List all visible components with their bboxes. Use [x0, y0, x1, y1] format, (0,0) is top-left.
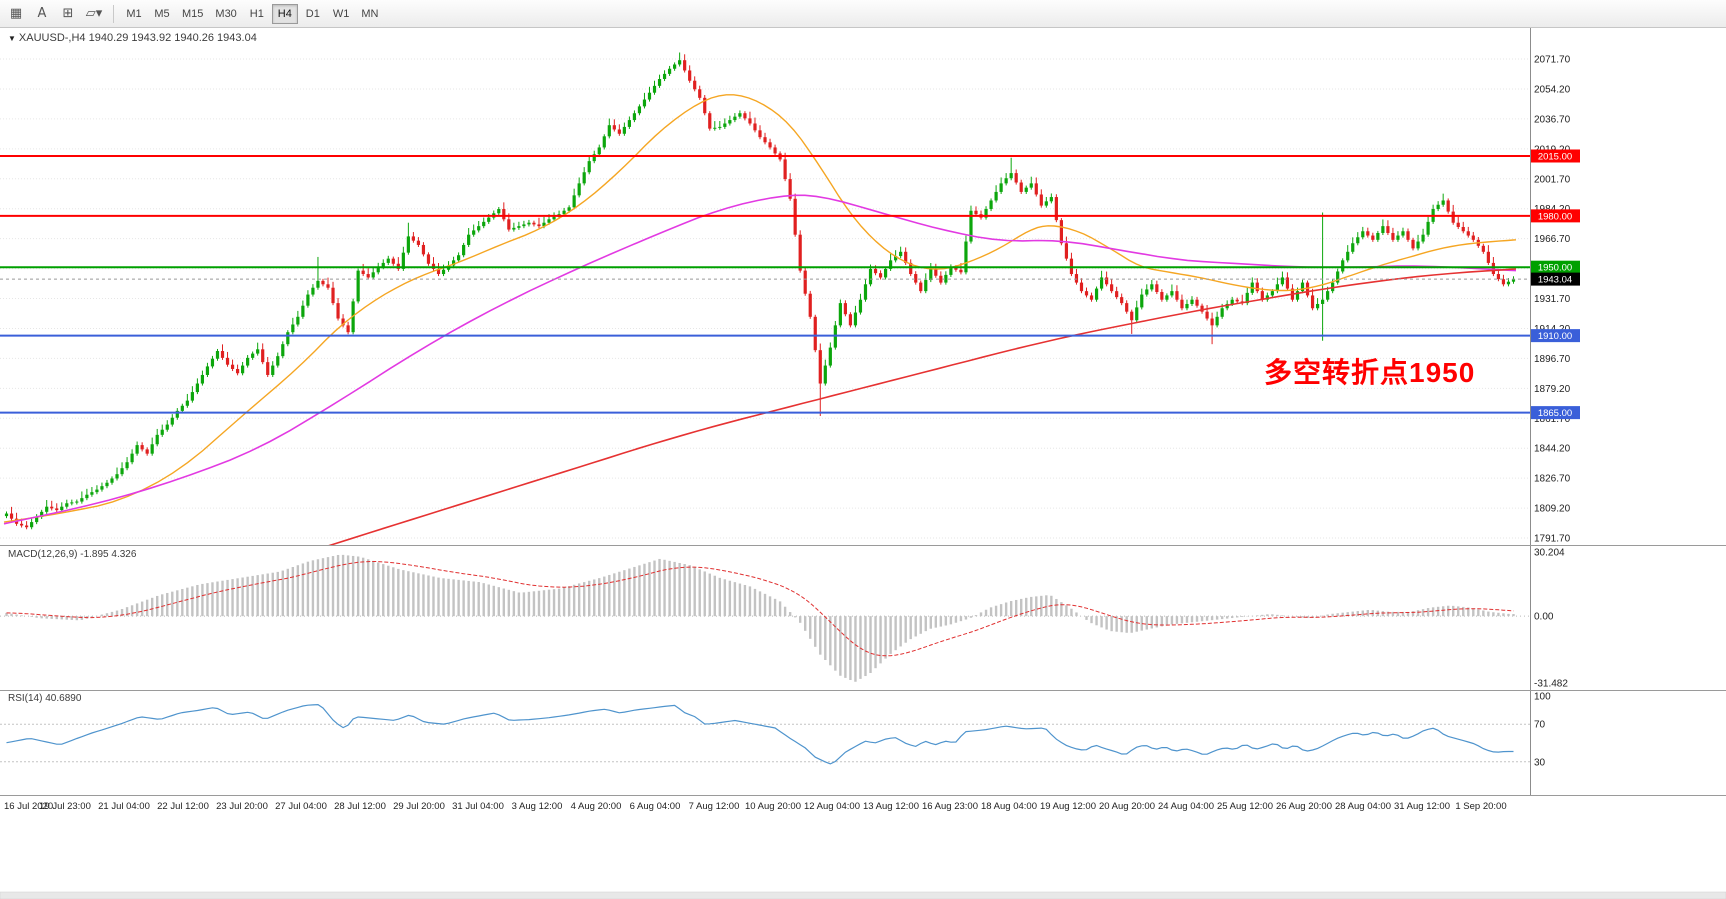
price-tag-1980: 1980.00	[1531, 209, 1580, 223]
svg-text:1966.70: 1966.70	[1534, 234, 1571, 245]
svg-text:25 Aug 12:00: 25 Aug 12:00	[1217, 801, 1273, 812]
svg-text:26 Aug 20:00: 26 Aug 20:00	[1276, 801, 1332, 812]
svg-text:1 Sep 20:00: 1 Sep 20:00	[1455, 801, 1506, 812]
ma-slow-line	[328, 268, 1517, 545]
symbol-ohlc-label: ▼ XAUUSD-,H4 1940.29 1943.92 1940.26 1943…	[8, 32, 257, 44]
svg-text:28 Aug 04:00: 28 Aug 04:00	[1335, 801, 1391, 812]
svg-text:21 Jul 04:00: 21 Jul 04:00	[98, 801, 150, 812]
timeframe-m1[interactable]: M1	[121, 4, 147, 24]
macd-signal-line	[6, 560, 1514, 657]
price-tag-1950: 1950.00	[1531, 260, 1580, 274]
svg-text:18 Aug 04:00: 18 Aug 04:00	[981, 801, 1037, 812]
ma-fast-line	[3, 94, 1517, 523]
timeframe-m15[interactable]: M15	[177, 4, 208, 24]
price-tag-1910: 1910.00	[1531, 329, 1580, 343]
svg-text:28 Jul 12:00: 28 Jul 12:00	[334, 801, 386, 812]
timeframe-button-group: M1 M5 M15 M30 H1 H4 D1 W1 MN	[121, 3, 383, 24]
svg-text:3 Aug 12:00: 3 Aug 12:00	[512, 801, 563, 812]
svg-text:100: 100	[1534, 692, 1551, 703]
svg-text:1910.00: 1910.00	[1538, 331, 1572, 342]
chart-annotation-text[interactable]: 多空转折点1950	[1264, 357, 1476, 388]
price-gridlines	[0, 58, 1530, 539]
crosshair-icon[interactable]: ⊞	[56, 3, 80, 25]
toolbar: ▦ A ⊞ ▱▾ M1 M5 M15 M30 H1 H4 D1 W1 MN	[0, 0, 1726, 28]
price-tag-2015: 2015.00	[1531, 149, 1580, 163]
svg-text:2015.00: 2015.00	[1538, 151, 1572, 162]
svg-text:27 Jul 04:00: 27 Jul 04:00	[275, 801, 327, 812]
svg-text:1809.20: 1809.20	[1534, 504, 1571, 515]
draw-shapes-icon[interactable]: ▱▾	[82, 3, 106, 25]
svg-text:13 Aug 12:00: 13 Aug 12:00	[863, 801, 919, 812]
chart-canvas[interactable]: 2071.702054.202036.702019.202001.701984.…	[0, 28, 1726, 899]
svg-text:23 Jul 20:00: 23 Jul 20:00	[216, 801, 268, 812]
svg-text:30: 30	[1534, 757, 1546, 768]
svg-text:6 Aug 04:00: 6 Aug 04:00	[630, 801, 681, 812]
svg-text:12 Aug 04:00: 12 Aug 04:00	[804, 801, 860, 812]
svg-text:4 Aug 20:00: 4 Aug 20:00	[571, 801, 622, 812]
svg-text:1931.70: 1931.70	[1534, 294, 1571, 305]
svg-text:24 Aug 04:00: 24 Aug 04:00	[1158, 801, 1214, 812]
rsi-label: RSI(14) 40.6890	[8, 693, 82, 704]
symbol-ohlc-text: XAUUSD-,H4 1940.29 1943.92 1940.26 1943.…	[18, 32, 257, 44]
svg-text:30.204: 30.204	[1534, 548, 1565, 559]
svg-text:31 Aug 12:00: 31 Aug 12:00	[1394, 801, 1450, 812]
svg-text:1896.70: 1896.70	[1534, 354, 1571, 365]
svg-text:16 Jul 2020: 16 Jul 2020	[4, 801, 53, 812]
current-price-tag: 1943.04	[1531, 272, 1580, 286]
toolbar-separator	[113, 4, 114, 23]
svg-text:1943.04: 1943.04	[1538, 275, 1572, 286]
price-tag-1865: 1865.00	[1531, 406, 1580, 420]
toolbar-icon-group: ▦ A ⊞ ▱▾	[4, 3, 106, 25]
timeframe-h1[interactable]: H1	[244, 4, 270, 24]
cursor-pointer-icon[interactable]: A	[30, 3, 54, 25]
svg-text:1950.00: 1950.00	[1538, 263, 1572, 274]
svg-text:10 Aug 20:00: 10 Aug 20:00	[745, 801, 801, 812]
svg-text:31 Jul 04:00: 31 Jul 04:00	[452, 801, 504, 812]
svg-text:1844.20: 1844.20	[1534, 444, 1571, 455]
svg-text:1980.00: 1980.00	[1538, 211, 1572, 222]
timeframe-m30[interactable]: M30	[210, 4, 241, 24]
svg-text:16 Aug 23:00: 16 Aug 23:00	[922, 801, 978, 812]
svg-text:1879.20: 1879.20	[1534, 384, 1571, 395]
timeframe-m5[interactable]: M5	[149, 4, 175, 24]
rsi-line	[6, 703, 1514, 765]
svg-text:7 Aug 12:00: 7 Aug 12:00	[689, 801, 740, 812]
svg-text:70: 70	[1534, 720, 1546, 731]
svg-text:1826.70: 1826.70	[1534, 474, 1571, 485]
ma-mid-line	[3, 194, 1517, 525]
svg-text:1861.70: 1861.70	[1534, 414, 1571, 425]
terminal-grid-icon[interactable]: ▦	[4, 3, 28, 25]
timeframe-w1[interactable]: W1	[328, 4, 355, 24]
svg-text:19 Jul 23:00: 19 Jul 23:00	[39, 801, 91, 812]
svg-text:1791.70: 1791.70	[1534, 534, 1571, 545]
macd-label: MACD(12,26,9) -1.895 4.326	[8, 549, 137, 560]
timeframe-d1[interactable]: D1	[300, 4, 326, 24]
svg-text:-31.482: -31.482	[1534, 679, 1568, 690]
svg-text:2054.20: 2054.20	[1534, 84, 1571, 95]
svg-text:0.00: 0.00	[1534, 612, 1554, 623]
svg-text:2001.70: 2001.70	[1534, 174, 1571, 185]
timeframe-h4[interactable]: H4	[271, 3, 298, 24]
svg-text:1865.00: 1865.00	[1538, 408, 1572, 419]
horizontal-scrollbar[interactable]	[0, 891, 1726, 899]
svg-text:20 Aug 20:00: 20 Aug 20:00	[1099, 801, 1155, 812]
svg-text:22 Jul 12:00: 22 Jul 12:00	[157, 801, 209, 812]
svg-text:2036.70: 2036.70	[1534, 114, 1571, 125]
macd-histogram	[5, 554, 1515, 682]
symbol-dropdown-icon[interactable]: ▼	[8, 34, 16, 43]
svg-text:19 Aug 12:00: 19 Aug 12:00	[1040, 801, 1096, 812]
svg-text:29 Jul 20:00: 29 Jul 20:00	[393, 801, 445, 812]
timeframe-mn[interactable]: MN	[356, 4, 383, 24]
chart-window[interactable]: 2071.702054.202036.702019.202001.701984.…	[0, 28, 1726, 899]
svg-text:2071.70: 2071.70	[1534, 55, 1571, 66]
